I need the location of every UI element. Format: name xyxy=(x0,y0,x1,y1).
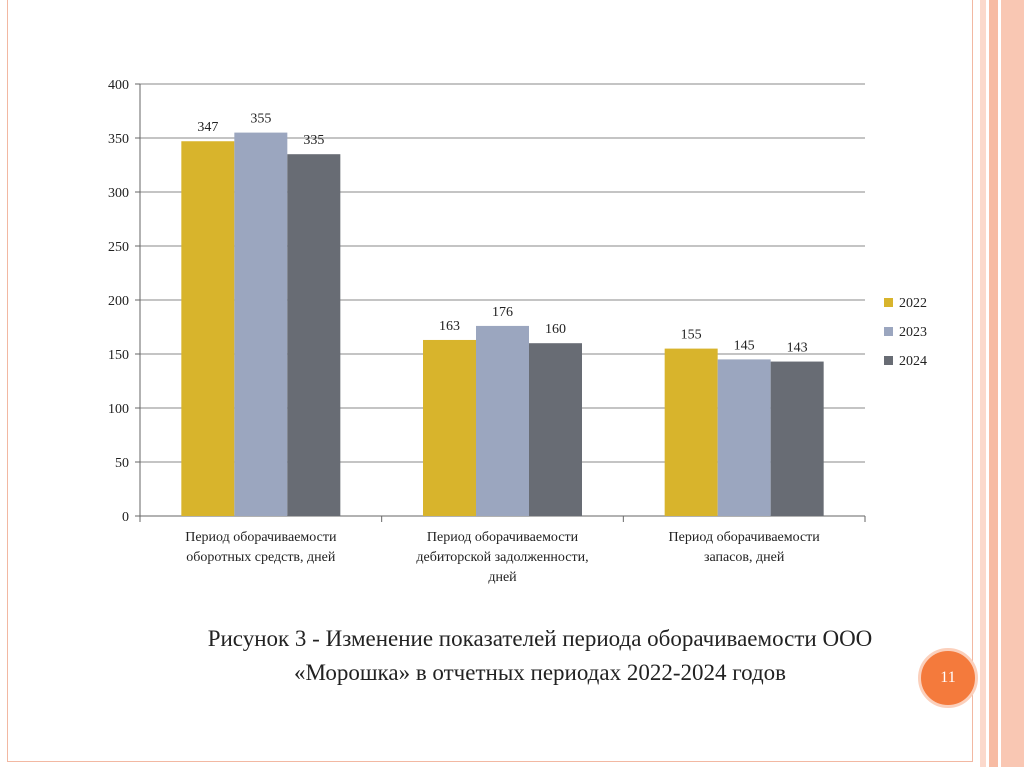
y-tick-label: 150 xyxy=(108,348,129,363)
y-tick-label: 350 xyxy=(108,132,129,147)
data-label-2023-cat2: 176 xyxy=(492,305,513,320)
category-label-3: запасов, дней xyxy=(704,550,785,565)
caption-line-2: «Морошка» в отчетных периодах 2022-2024 … xyxy=(293,660,787,685)
category-label-3: Период оборачиваемости xyxy=(669,530,821,545)
data-label-2024-cat3: 143 xyxy=(787,341,808,356)
legend-label-2023: 2023 xyxy=(899,325,927,340)
category-label-2: Период оборачиваемости xyxy=(427,530,579,545)
y-tick-label: 250 xyxy=(108,240,129,255)
caption-line-1: Рисунок 3 - Изменение показателей период… xyxy=(207,626,873,651)
bar-2024-cat2 xyxy=(529,343,582,516)
y-tick-label: 0 xyxy=(122,510,129,525)
legend-swatch-2023 xyxy=(884,327,893,336)
legend-swatch-2024 xyxy=(884,356,893,365)
y-tick-label: 400 xyxy=(108,78,129,93)
legend-swatch-2022 xyxy=(884,298,893,307)
bar-2022-cat1 xyxy=(181,141,235,517)
data-label-2022-cat2: 163 xyxy=(439,319,460,334)
y-tick-label: 300 xyxy=(108,186,129,201)
bar-2023-cat2 xyxy=(476,325,529,516)
legend-label-2024: 2024 xyxy=(899,354,927,369)
category-label-1: оборотных средств, дней xyxy=(186,550,336,565)
data-label-2023-cat3: 145 xyxy=(734,338,755,353)
category-label-2: дней xyxy=(488,570,517,585)
data-label-2024-cat1: 335 xyxy=(303,133,324,148)
data-label-2024-cat2: 160 xyxy=(545,322,566,337)
bar-chart: 0 50 100 150 200 250 300 350 400 347 355 335 Период … xyxy=(108,78,927,585)
category-label-2: дебиторской задолженности, xyxy=(416,550,588,565)
bar-2024-cat3 xyxy=(770,361,824,516)
bar-2023-cat3 xyxy=(717,359,771,516)
slide-frame xyxy=(7,0,973,762)
decorative-stripes xyxy=(980,0,1024,767)
y-tick-label: 50 xyxy=(115,456,129,471)
data-label-2022-cat1: 347 xyxy=(197,120,218,135)
bar-2022-cat2 xyxy=(423,339,476,516)
y-tick-label: 200 xyxy=(108,294,129,309)
y-tick-label: 100 xyxy=(108,402,129,417)
legend-label-2022: 2022 xyxy=(899,296,927,311)
data-label-2023-cat1: 355 xyxy=(250,112,271,127)
page-number-badge: 11 xyxy=(918,648,978,708)
bar-2023-cat1 xyxy=(234,132,288,516)
data-label-2022-cat3: 155 xyxy=(681,328,702,343)
figure-caption: Рисунок 3 - Изменение показателей период… xyxy=(100,622,980,690)
category-label-1: Период оборачиваемости xyxy=(185,530,337,545)
page-number: 11 xyxy=(940,669,956,686)
bar-2022-cat3 xyxy=(664,348,718,516)
bar-2024-cat1 xyxy=(287,154,341,516)
